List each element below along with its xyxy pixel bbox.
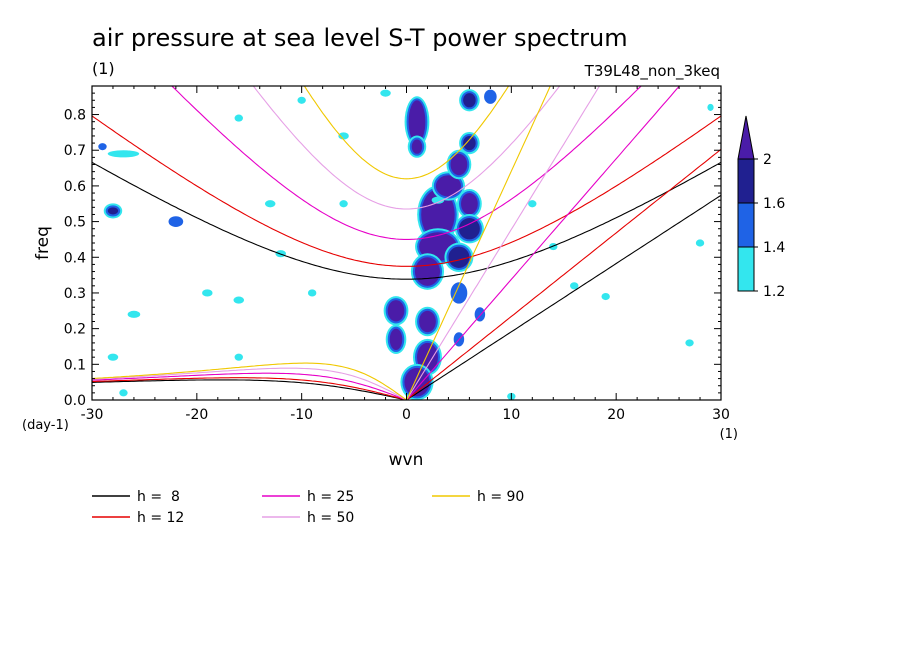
- power-contour: [202, 289, 213, 297]
- power-contour: [127, 310, 141, 318]
- power-contour: [450, 282, 468, 304]
- dispersion-curve-rossby: [92, 372, 407, 400]
- power-contour: [411, 139, 423, 154]
- power-contour: [380, 89, 391, 97]
- dispersion-curve-ig: [171, 86, 642, 240]
- y-tick-label: 0.2: [64, 322, 86, 338]
- y-axis: 0.0 0.1 0.2 0.3 0.4 0.5 0.6 0.7 0.8: [64, 92, 721, 409]
- colorbar-triangle: [737, 115, 755, 160]
- legend-label: h = 90: [477, 489, 524, 505]
- legend-label: h = 50: [307, 510, 354, 526]
- colorbar-swatch: [737, 246, 755, 292]
- chart-title: air pressure at sea level S-T power spec…: [92, 24, 628, 52]
- y-tick-label: 0.4: [64, 250, 86, 266]
- power-contour: [450, 153, 468, 176]
- y-tick-label: 0.5: [64, 215, 86, 231]
- dispersion-curve-ig: [92, 115, 721, 267]
- y-tick-label: 0.1: [64, 357, 86, 373]
- power-contour: [707, 103, 714, 111]
- power-contour: [264, 200, 276, 208]
- x-tick-label: 30: [712, 407, 730, 423]
- power-contour: [419, 310, 436, 333]
- power-contour: [389, 328, 403, 351]
- legend-label: h = 8: [137, 489, 180, 505]
- dispersion-curve-ig: [252, 86, 561, 210]
- power-contour: [414, 257, 441, 286]
- colorbar: 1.2 1.4 1.6 2: [737, 115, 785, 300]
- x-tick-label: -20: [185, 407, 208, 423]
- power-contour: [307, 289, 317, 297]
- colorbar-label: 1.4: [763, 240, 785, 256]
- power-contour: [463, 135, 476, 151]
- legend-label: h = 25: [307, 489, 354, 505]
- dispersion-curve-rossby: [92, 379, 407, 400]
- colorbar-label: 1.2: [763, 284, 785, 300]
- y-unit-label: (day-1): [22, 418, 69, 433]
- power-contour: [463, 93, 476, 108]
- power-contour: [107, 207, 119, 215]
- x-axis: -30 -20 -10 0 10 20 30: [81, 86, 730, 423]
- power-contour-layer: [98, 89, 714, 400]
- power-contour: [408, 100, 426, 144]
- y-tick-label: 0.0: [64, 393, 86, 409]
- y-tick-label: 0.6: [64, 179, 86, 195]
- power-contour: [234, 114, 243, 122]
- dispersion-curve-kelvin: [405, 86, 551, 400]
- colorbar-swatch: [737, 202, 755, 248]
- power-contour: [570, 282, 579, 290]
- power-contour: [528, 200, 537, 208]
- power-contour: [338, 132, 349, 140]
- dispersion-curve-rossby: [92, 377, 407, 400]
- x-tick-label: -30: [81, 407, 104, 423]
- power-contour: [601, 292, 610, 301]
- dispersion-curve-kelvin: [406, 148, 721, 400]
- power-contour: [458, 218, 480, 240]
- x-unit-label: (1): [720, 427, 738, 442]
- power-contour: [297, 96, 306, 104]
- x-tick-label: 10: [502, 407, 520, 423]
- power-contour: [484, 89, 497, 104]
- dispersion-curve-layer: [92, 86, 721, 400]
- x-tick-label: -10: [290, 407, 313, 423]
- x-axis-label: wvn: [389, 450, 424, 470]
- power-contour: [695, 239, 705, 247]
- power-contour: [98, 143, 107, 151]
- y-tick-label: 0.8: [64, 108, 86, 124]
- dispersion-curve-kelvin: [406, 86, 601, 400]
- power-contour: [168, 216, 184, 227]
- power-contour: [685, 339, 694, 347]
- power-contour: [421, 189, 455, 240]
- colorbar-swatch: [737, 158, 755, 204]
- dispersion-curve-rossby: [92, 367, 407, 400]
- power-contour: [435, 175, 462, 197]
- colorbar-label: 1.6: [763, 196, 785, 212]
- power-contour: [119, 389, 128, 397]
- x-tick-label: 20: [607, 407, 625, 423]
- legend-label: h = 12: [137, 510, 184, 526]
- y-tick-label: 0.7: [64, 143, 86, 159]
- y-axis-label: freq: [33, 226, 53, 260]
- dispersion-curve-ig: [92, 161, 721, 280]
- chart-subtitle-right: T39L48_non_3keq: [584, 62, 720, 81]
- dispersion-curve-ig: [303, 86, 510, 180]
- power-contour: [431, 196, 445, 204]
- dispersion-curve-kelvin: [406, 86, 681, 400]
- power-contour: [107, 150, 140, 158]
- x-tick-label: 0: [402, 407, 411, 423]
- power-contour: [234, 353, 243, 361]
- power-contour: [461, 193, 478, 215]
- power-contour: [233, 296, 245, 304]
- power-contour: [339, 200, 348, 208]
- power-contour: [387, 300, 405, 322]
- power-contour: [448, 246, 470, 268]
- dispersion-curve-rossby: [92, 362, 407, 400]
- power-contour: [107, 353, 119, 361]
- colorbar-label: 2: [763, 152, 772, 168]
- chart-subtitle-left: (1): [92, 59, 115, 78]
- power-contour: [416, 342, 438, 372]
- y-tick-label: 0.3: [64, 286, 86, 302]
- dispersion-curve-kelvin: [406, 194, 721, 400]
- legend: h = 8 h = 12 h = 25 h = 50 h = 90: [92, 489, 524, 526]
